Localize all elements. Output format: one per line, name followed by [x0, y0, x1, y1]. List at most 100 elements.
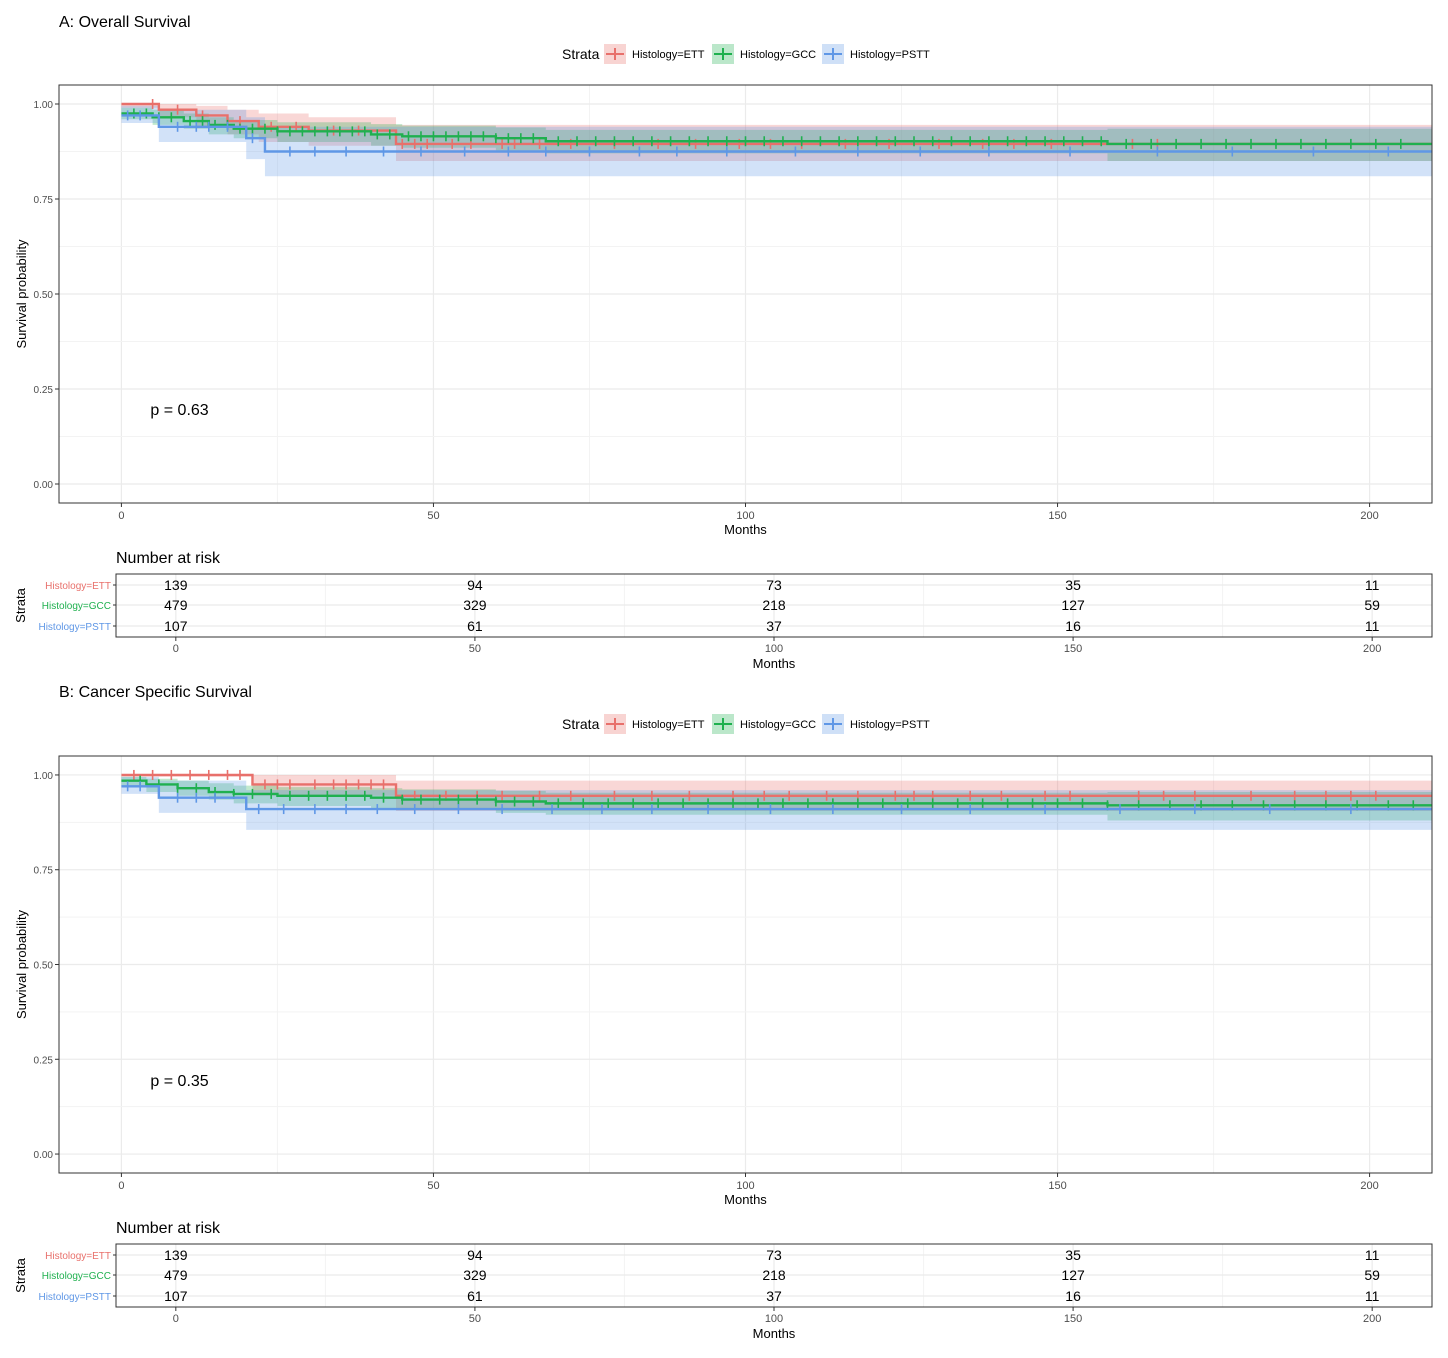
risk-row-label-ett: Histology=ETT [45, 581, 111, 592]
risk-count-ett: 139 [164, 1247, 188, 1263]
panel-a: A: Overall Survival Strata Histology=ETT Hi… [13, 14, 1433, 671]
risk-count-pstt: 107 [164, 1288, 188, 1304]
legend-label-ett: Histology=ETT [632, 719, 705, 731]
risk-count-pstt: 37 [766, 618, 782, 634]
x-tick-label: 100 [736, 510, 754, 522]
panel-b: B: Cancer Specific Survival Strata Histolo… [13, 684, 1433, 1341]
risk-count-ett: 11 [1365, 1247, 1380, 1263]
risk-count-pstt: 61 [467, 1288, 483, 1304]
risk-count-pstt: 107 [164, 618, 188, 634]
legend-key-pstt [822, 44, 844, 64]
risk-row-label-pstt: Histology=PSTT [38, 1292, 111, 1303]
panel-title: A: Overall Survival [59, 14, 191, 31]
legend-title: Strata [562, 716, 600, 732]
plot-grid [59, 756, 1432, 1173]
legend-title: Strata [562, 46, 600, 62]
table-y-axis-label: Strata [13, 587, 28, 622]
y-tick-label: 0.00 [34, 1150, 54, 1161]
table-x-axis-label: Months [753, 1326, 796, 1341]
y-tick-label: 0.25 [34, 385, 54, 396]
table-x-tick-label: 50 [469, 1313, 481, 1325]
ci-band-gcc [121, 107, 1432, 161]
ci-band-ett [121, 774, 1432, 811]
table-x-tick-label: 150 [1064, 643, 1082, 655]
risk-count-gcc: 479 [164, 597, 188, 613]
x-tick-label: 0 [118, 510, 124, 522]
risk-count-gcc: 329 [463, 597, 487, 613]
p-value: p = 0.35 [150, 1073, 208, 1090]
survival-curve-ett [121, 102, 1432, 146]
risk-count-pstt: 11 [1365, 1288, 1380, 1304]
y-tick-label: 0.50 [34, 290, 54, 301]
legend-key-ett [604, 714, 626, 734]
risk-table: Number at risk Histology=ETT 139 94 73 35 11 Hi… [13, 550, 1433, 671]
x-tick-label: 50 [427, 510, 439, 522]
risk-count-ett: 35 [1065, 577, 1081, 593]
legend-key-ett [604, 44, 626, 64]
panel-title: B: Cancer Specific Survival [59, 684, 252, 701]
y-tick-label: 0.75 [34, 195, 54, 206]
risk-count-gcc: 127 [1061, 597, 1085, 613]
risk-row-label-gcc: Histology=GCC [42, 1271, 111, 1282]
x-axis-label: Months [724, 522, 767, 537]
legend: Strata Histology=ETT Histology=GCC Histolog… [562, 44, 930, 64]
x-axis-label: Months [724, 1192, 767, 1207]
risk-row-label-pstt: Histology=PSTT [38, 622, 111, 633]
plot-area [121, 769, 1432, 830]
table-x-axis-label: Months [753, 656, 796, 671]
y-axis-label: Survival probability [14, 239, 29, 349]
survival-curve-gcc [121, 112, 1432, 146]
legend-label-ett: Histology=ETT [632, 49, 705, 61]
y-tick-label: 1.00 [34, 100, 54, 111]
survival-curve-pstt [121, 114, 1432, 153]
legend-key-pstt [822, 714, 844, 734]
risk-count-gcc: 59 [1364, 1267, 1380, 1283]
p-value: p = 0.63 [150, 402, 208, 419]
risk-count-ett: 35 [1065, 1247, 1081, 1263]
x-tick-label: 150 [1048, 510, 1066, 522]
table-x-tick-label: 150 [1064, 1313, 1082, 1325]
table-x-tick-label: 100 [765, 1313, 783, 1325]
y-tick-label: 0.25 [34, 1055, 54, 1066]
y-tick-label: 1.00 [34, 771, 54, 782]
survival-curve-pstt [121, 785, 1432, 811]
legend-label-gcc: Histology=GCC [740, 49, 816, 61]
plot-grid [59, 85, 1432, 503]
y-axis-label: Survival probability [14, 909, 29, 1019]
risk-count-pstt: 16 [1065, 618, 1081, 634]
table-x-tick-label: 100 [765, 643, 783, 655]
x-tick-label: 150 [1048, 1180, 1066, 1192]
risk-count-gcc: 59 [1364, 597, 1380, 613]
legend-label-pstt: Histology=PSTT [850, 49, 930, 61]
table-y-axis-label: Strata [13, 1257, 28, 1292]
legend-key-gcc [712, 44, 734, 64]
table-x-tick-label: 0 [173, 1313, 179, 1325]
risk-count-ett: 73 [766, 1247, 782, 1263]
risk-count-gcc: 479 [164, 1267, 188, 1283]
table-x-tick-label: 0 [173, 643, 179, 655]
risk-count-ett: 11 [1365, 577, 1380, 593]
x-tick-label: 200 [1360, 1180, 1378, 1192]
risk-count-gcc: 218 [762, 597, 786, 613]
risk-count-pstt: 37 [766, 1288, 782, 1304]
x-tick-label: 100 [736, 1180, 754, 1192]
x-tick-label: 0 [118, 1180, 124, 1192]
risk-count-ett: 94 [467, 577, 483, 593]
risk-row-label-gcc: Histology=GCC [42, 601, 111, 612]
ci-band-ett [121, 104, 1432, 161]
risk-count-gcc: 127 [1061, 1267, 1085, 1283]
x-tick-label: 200 [1360, 510, 1378, 522]
legend-label-gcc: Histology=GCC [740, 719, 816, 731]
risk-row-label-ett: Histology=ETT [45, 1251, 111, 1262]
table-x-tick-label: 200 [1363, 643, 1381, 655]
survival-curve-ett [121, 773, 1432, 798]
risk-count-gcc: 218 [762, 1267, 786, 1283]
legend-label-pstt: Histology=PSTT [850, 719, 930, 731]
y-tick-label: 0.00 [34, 480, 54, 491]
risk-count-gcc: 329 [463, 1267, 487, 1283]
risk-count-pstt: 11 [1365, 618, 1380, 634]
table-x-tick-label: 200 [1363, 1313, 1381, 1325]
risk-count-ett: 139 [164, 577, 188, 593]
y-tick-label: 0.50 [34, 961, 54, 972]
